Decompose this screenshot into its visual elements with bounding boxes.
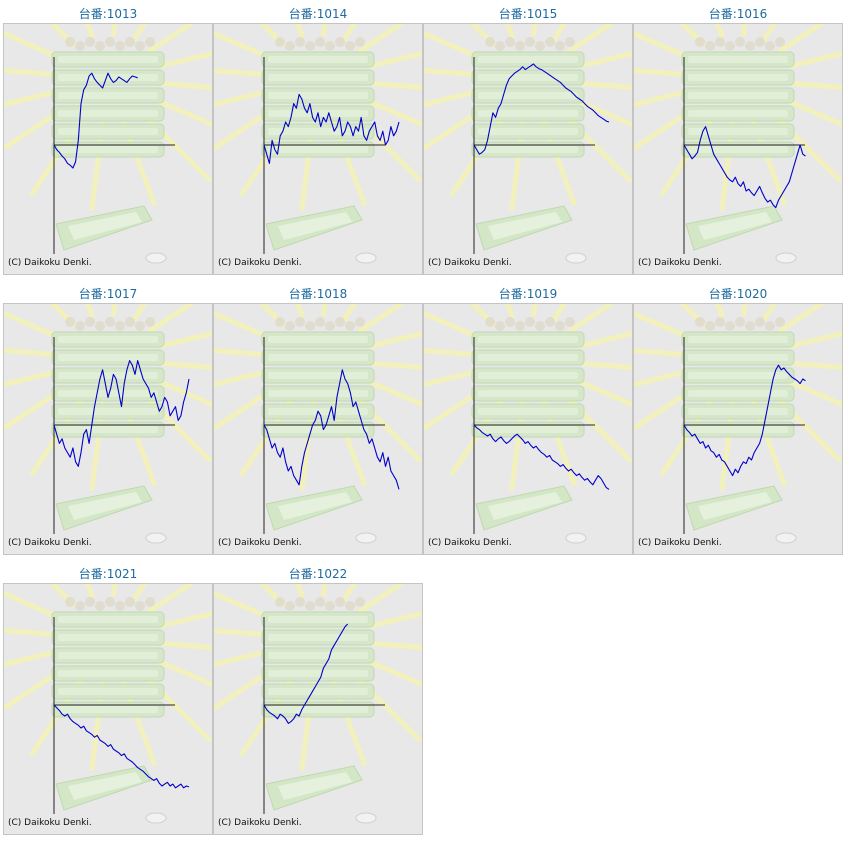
copyright-label: (C) Daikoku Denki. — [218, 538, 302, 548]
chart-title[interactable]: 台番:1018 — [288, 287, 348, 301]
decorative-background — [424, 24, 632, 264]
chart-svg — [214, 24, 422, 264]
series-line — [263, 623, 349, 724]
series-line — [263, 369, 400, 490]
copyright-label: (C) Daikoku Denki. — [8, 258, 92, 268]
chart-frame: (C) Daikoku Denki. — [423, 303, 633, 555]
chart-title[interactable]: 台番:1021 — [78, 567, 138, 581]
series-line — [263, 93, 400, 164]
copyright-label: (C) Daikoku Denki. — [428, 258, 512, 268]
chart-svg — [634, 24, 842, 264]
decorative-background — [214, 24, 422, 264]
chart-frame: (C) Daikoku Denki. — [3, 583, 213, 835]
chart-panel: 台番:1015 (C) Daikoku Denki. — [423, 1, 633, 281]
chart-frame: (C) Daikoku Denki. — [3, 23, 213, 275]
decorative-background — [214, 584, 422, 824]
chart-svg — [634, 304, 842, 544]
chart-svg — [424, 304, 632, 544]
chart-title[interactable]: 台番:1014 — [288, 7, 348, 21]
chart-panel: 台番:1017 (C) Daikoku Denki. — [3, 281, 213, 561]
chart-frame: (C) Daikoku Denki. — [3, 303, 213, 555]
chart-title[interactable]: 台番:1016 — [708, 7, 768, 21]
chart-title[interactable]: 台番:1013 — [78, 7, 138, 21]
decorative-background — [634, 24, 842, 264]
series-line — [53, 360, 190, 467]
chart-panel: 台番:1022 (C) Daikoku Denki. — [213, 561, 423, 841]
decorative-background — [424, 304, 632, 544]
copyright-label: (C) Daikoku Denki. — [638, 538, 722, 548]
chart-frame: (C) Daikoku Denki. — [213, 583, 423, 835]
series-line — [53, 72, 138, 169]
chart-panel: 台番:1021 (C) Daikoku Denki. — [3, 561, 213, 841]
copyright-label: (C) Daikoku Denki. — [428, 538, 512, 548]
chart-frame: (C) Daikoku Denki. — [633, 23, 843, 275]
chart-panel: 台番:1019 (C) Daikoku Denki. — [423, 281, 633, 561]
chart-svg — [214, 304, 422, 544]
series-line — [683, 364, 806, 477]
chart-svg — [4, 24, 212, 264]
chart-title[interactable]: 台番:1022 — [288, 567, 348, 581]
chart-frame: (C) Daikoku Denki. — [213, 23, 423, 275]
chart-title[interactable]: 台番:1020 — [708, 287, 768, 301]
copyright-label: (C) Daikoku Denki. — [8, 538, 92, 548]
series-line — [473, 63, 610, 155]
copyright-label: (C) Daikoku Denki. — [638, 258, 722, 268]
decorative-background — [634, 304, 842, 544]
decorative-background — [214, 304, 422, 544]
decorative-background — [4, 24, 212, 264]
chart-frame: (C) Daikoku Denki. — [213, 303, 423, 555]
chart-title[interactable]: 台番:1017 — [78, 287, 138, 301]
copyright-label: (C) Daikoku Denki. — [218, 818, 302, 828]
chart-title[interactable]: 台番:1019 — [498, 287, 558, 301]
chart-frame: (C) Daikoku Denki. — [633, 303, 843, 555]
series-line — [683, 126, 806, 209]
chart-svg — [4, 584, 212, 824]
copyright-label: (C) Daikoku Denki. — [8, 818, 92, 828]
decorative-background — [4, 304, 212, 544]
chart-svg — [4, 304, 212, 544]
decorative-background — [4, 584, 212, 824]
chart-panel: 台番:1014 (C) Daikoku Denki. — [213, 1, 423, 281]
chart-panel: 台番:1020 (C) Daikoku Denki. — [633, 281, 843, 561]
chart-frame: (C) Daikoku Denki. — [423, 23, 633, 275]
copyright-label: (C) Daikoku Denki. — [218, 258, 302, 268]
chart-panel: 台番:1016 (C) Daikoku Denki. — [633, 1, 843, 281]
chart-svg — [424, 24, 632, 264]
chart-svg — [214, 584, 422, 824]
chart-panel: 台番:1013 (C) Daikoku Denki. — [3, 1, 213, 281]
chart-panel: 台番:1018 (C) Daikoku Denki. — [213, 281, 423, 561]
chart-title[interactable]: 台番:1015 — [498, 7, 558, 21]
series-line — [473, 424, 610, 490]
series-line — [53, 704, 190, 789]
